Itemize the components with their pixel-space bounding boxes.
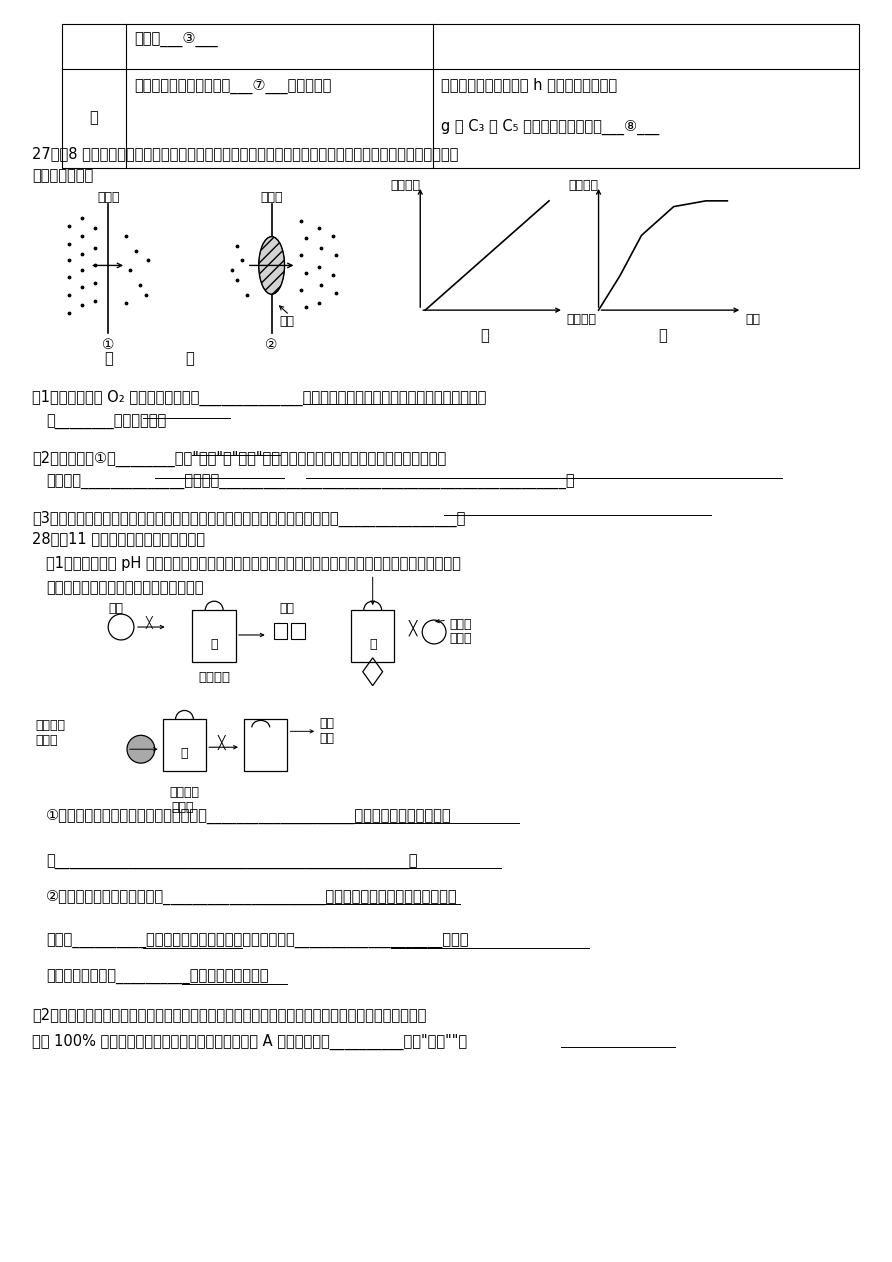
Text: 27．（8 分）图甲为物质进出细胞的两种方式的示意图，图乙和图丙表示影响运输速率的两种因素。请据图: 27．（8 分）图甲为物质进出细胞的两种方式的示意图，图乙和图丙表示影响运输速率… [32,146,458,162]
Bar [162,719,206,771]
Text: 改变类似于高温、__________等因素对酶的影响。: 改变类似于高温、__________等因素对酶的影响。 [45,969,268,984]
Text: ╳: ╳ [145,615,153,628]
Text: 输方式是______________，理由是_______________________________________________。: 输方式是______________，理由是__________________… [45,475,574,490]
Text: g 中 C₃ 和 C₅ 含量变化情况分别是___⑧___: g 中 C₃ 和 C₅ 含量变化情况分别是___⑧___ [441,119,659,135]
Text: 抑制剂: 抑制剂 [171,801,194,814]
Text: 酶: 酶 [211,639,218,651]
Bar [274,623,287,639]
Text: 28．（11 分）回答下列有关酶的问题：: 28．（11 分）回答下列有关酶的问题： [32,530,205,545]
Text: 甲: 甲 [185,351,194,366]
Text: （1）除了温度和 pH 对酶的活性有影响外，一些抑制剂也会降低酶的催化效果。下图为酶的作用机理及: （1）除了温度和 pH 对酶的活性有影响外，一些抑制剂也会降低酶的催化效果。下图… [45,557,460,572]
Ellipse shape [259,236,285,294]
Text: 酶: 酶 [369,639,376,651]
Bar [244,719,287,771]
Text: 细胞膜: 细胞膜 [97,191,120,204]
Text: ╳: ╳ [218,734,225,750]
Text: ②竞争性抑制剂的作用机理是______________________，如果除去竞争性抑制剂，酶的活: ②竞争性抑制剂的作用机理是______________________，如果除去… [45,890,458,905]
Text: 抑制剂: 抑制剂 [36,734,58,747]
Text: 若光照强度不变但结构 h 受损，则短时间内: 若光照强度不变但结构 h 受损，则短时间内 [441,77,617,92]
Text: 竞争性: 竞争性 [449,618,472,631]
Text: 能量: 能量 [745,313,760,326]
Text: （2）图甲中的①与________（填"图乙"或"图丙"）所示的运输方式一定相同；图丙可以表示的运: （2）图甲中的①与________（填"图乙"或"图丙"）所示的运输方式一定相同… [32,452,446,467]
Text: （2）为探究不同温度下两种淀粉酶的活性，某同学粉剩余量设计了多组实验并对各组淀粉的剩余量进: （2）为探究不同温度下两种淀粉酶的活性，某同学粉剩余量设计了多组实验并对各组淀粉… [32,1007,426,1022]
Bar [62,24,859,168]
Circle shape [108,615,134,640]
Text: 底物: 底物 [108,602,123,615]
Text: 非竞争性: 非竞争性 [36,719,66,732]
Text: 与光合作用有关的酶位于___⑦___（填字母）: 与光合作用有关的酶位于___⑦___（填字母） [134,78,331,93]
Bar [351,610,394,661]
Text: ①酶和无机催化剂的作用机理相同，都是____________________，但酶具有高效性，原因: ①酶和无机催化剂的作用机理相同，都是____________________，但… [45,809,451,824]
Text: ①: ① [102,338,114,352]
Text: （3）图丙中的曲线所代表的方式与根尖细胞吸收无机盐的方式不相符，原因是________________。: （3）图丙中的曲线所代表的方式与根尖细胞吸收无机盐的方式不相符，原因是_____… [32,511,466,528]
Text: 运输速率: 运输速率 [569,179,599,192]
Text: 甲: 甲 [103,351,112,366]
Text: 乙: 乙 [480,328,489,343]
Bar [292,623,305,639]
Text: 结构: 结构 [319,717,334,731]
Circle shape [422,620,446,644]
Text: ╳: ╳ [409,620,417,636]
Text: 酶: 酶 [181,747,188,760]
Text: 物质浓度: 物质浓度 [566,313,597,326]
Text: 抑制剂: 抑制剂 [449,632,472,645]
Text: 行检 100% 测，结果如图所示。从图中可以看出，酶 A 的最适温度应__________（填"高于""低: 行检 100% 测，结果如图所示。从图中可以看出，酶 A 的最适温度应_____… [32,1034,467,1050]
Bar [193,610,236,661]
Text: （1）图甲中，与 O₂ 运输方式相同的是______________，与小肠上皮细胞吸收葡萄糖的运输方式相同的: （1）图甲中，与 O₂ 运输方式相同的是______________，与小肠上皮… [32,390,486,406]
Text: 是________________________________________________。: 是_______________________________________… [45,854,417,870]
Circle shape [127,736,154,764]
Text: 两种抑制剂影响酶活性的机理的示意图。: 两种抑制剂影响酶活性的机理的示意图。 [45,581,203,596]
Text: 丙: 丙 [89,111,98,125]
Text: 是________。（填序号）: 是________。（填序号） [45,415,166,430]
Text: 运输速率: 运输速率 [391,179,420,192]
Text: 性可以__________。非竞争性抑制剂与酶结合后，改变了____________________，这种: 性可以__________。非竞争性抑制剂与酶结合后，改变了__________… [45,934,468,949]
Text: 回答下列问题：: 回答下列问题： [32,168,93,183]
Text: 细胞膜: 细胞膜 [260,191,283,204]
Text: 非竞争性: 非竞争性 [169,786,200,799]
Text: ②: ② [266,338,278,352]
Text: 样都是___③___: 样都是___③___ [134,32,218,47]
Text: 能量: 能量 [279,316,294,328]
Text: 改变: 改变 [319,732,334,746]
Text: 丙: 丙 [658,328,667,343]
Text: 产物: 产物 [279,602,294,615]
Text: 无抑制剂: 无抑制剂 [198,670,230,684]
